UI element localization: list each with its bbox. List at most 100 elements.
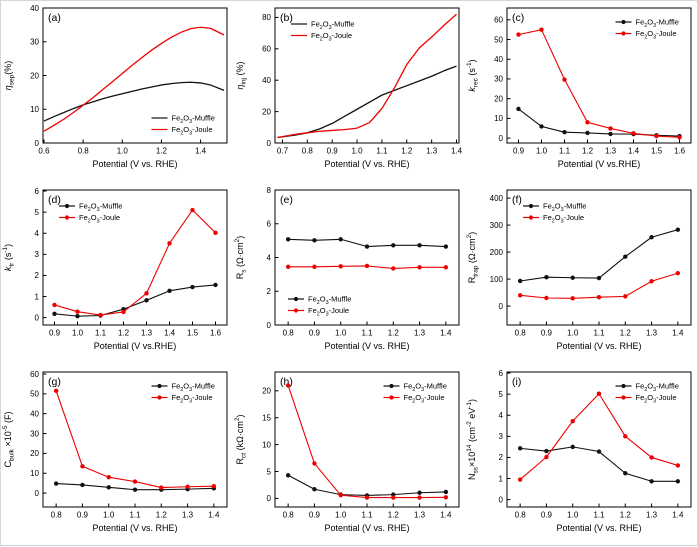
svg-text:0: 0 xyxy=(499,134,504,143)
svg-text:1.4: 1.4 xyxy=(195,147,207,156)
svg-text:Nss×1014 (cm-2 eV-1): Nss×1014 (cm-2 eV-1) xyxy=(466,399,479,480)
svg-text:1.4: 1.4 xyxy=(451,147,463,156)
svg-text:20: 20 xyxy=(30,71,39,80)
svg-text:1.0: 1.0 xyxy=(567,329,579,338)
svg-text:0.9: 0.9 xyxy=(541,329,553,338)
svg-text:1.0: 1.0 xyxy=(72,329,84,338)
svg-text:ktr (s-1): ktr (s-1) xyxy=(2,244,15,271)
svg-text:Fe2O3-Joule: Fe2O3-Joule xyxy=(636,393,677,404)
svg-text:1.6: 1.6 xyxy=(674,147,686,156)
svg-text:20: 20 xyxy=(30,449,39,458)
svg-text:0.8: 0.8 xyxy=(515,511,527,520)
svg-text:10: 10 xyxy=(262,440,271,449)
svg-text:Fe2O3-Joule: Fe2O3-Joule xyxy=(172,125,213,136)
svg-text:1.0: 1.0 xyxy=(335,511,347,520)
svg-text:10: 10 xyxy=(494,114,503,123)
svg-text:0: 0 xyxy=(267,321,272,330)
svg-text:4: 4 xyxy=(267,253,272,262)
svg-text:1.2: 1.2 xyxy=(118,329,130,338)
svg-text:1.3: 1.3 xyxy=(605,147,617,156)
svg-text:1.3: 1.3 xyxy=(426,147,438,156)
svg-text:1.1: 1.1 xyxy=(376,147,388,156)
svg-text:1.2: 1.2 xyxy=(156,147,168,156)
svg-text:1.2: 1.2 xyxy=(388,329,400,338)
svg-text:1.2: 1.2 xyxy=(388,511,400,520)
svg-text:40: 40 xyxy=(262,76,271,85)
svg-text:1.1: 1.1 xyxy=(593,511,605,520)
svg-text:1.0: 1.0 xyxy=(567,511,579,520)
svg-text:40: 40 xyxy=(30,4,39,13)
svg-text:ηsep(%): ηsep(%) xyxy=(3,61,16,90)
svg-text:0: 0 xyxy=(267,139,272,148)
svg-text:1.4: 1.4 xyxy=(208,511,220,520)
svg-text:40: 40 xyxy=(494,55,503,64)
svg-text:1.3: 1.3 xyxy=(141,329,153,338)
svg-text:1.5: 1.5 xyxy=(651,147,663,156)
svg-text:Fe2O3-Muffle: Fe2O3-Muffle xyxy=(404,382,447,393)
svg-text:Fe2O3-Joule: Fe2O3-Joule xyxy=(311,31,352,42)
svg-text:1.2: 1.2 xyxy=(401,147,413,156)
svg-text:1.1: 1.1 xyxy=(559,147,571,156)
svg-text:5: 5 xyxy=(267,467,272,476)
svg-text:Fe2O3-Joule: Fe2O3-Joule xyxy=(636,29,677,40)
svg-text:6: 6 xyxy=(499,369,504,378)
svg-text:0: 0 xyxy=(267,494,272,503)
svg-text:1.2: 1.2 xyxy=(620,511,632,520)
svg-text:1.2: 1.2 xyxy=(156,511,168,520)
svg-text:1.0: 1.0 xyxy=(335,329,347,338)
chart-panel-c: 0.9 1.0 1.1 1.2 1.3 1.4 1.5 1.6 0 10 20 30 40 50 60 Pot… xyxy=(466,7,692,169)
svg-text:Potential (V vs. RHE): Potential (V vs. RHE) xyxy=(556,523,641,533)
svg-text:0.9: 0.9 xyxy=(541,511,553,520)
svg-text:50: 50 xyxy=(30,390,39,399)
svg-text:10: 10 xyxy=(30,469,39,478)
svg-text:60: 60 xyxy=(262,45,271,54)
svg-text:0.8: 0.8 xyxy=(283,511,295,520)
svg-text:Rct (kΩ·cm2): Rct (kΩ·cm2) xyxy=(234,415,247,465)
svg-text:0: 0 xyxy=(499,495,504,504)
svg-text:(g): (g) xyxy=(48,376,61,388)
svg-text:Rs (Ω·cm2): Rs (Ω·cm2) xyxy=(234,236,247,280)
svg-text:5: 5 xyxy=(35,208,40,217)
svg-text:1.1: 1.1 xyxy=(361,511,373,520)
svg-text:Fe2O3-Joule: Fe2O3-Joule xyxy=(79,213,120,224)
svg-text:3: 3 xyxy=(35,250,40,259)
svg-text:0.7: 0.7 xyxy=(277,147,289,156)
svg-text:4: 4 xyxy=(35,229,40,238)
svg-text:Fe2O3-Muffle: Fe2O3-Muffle xyxy=(636,18,679,29)
svg-text:0.9: 0.9 xyxy=(309,511,321,520)
svg-text:1.3: 1.3 xyxy=(414,329,426,338)
chart-panel-e: 0.8 0.9 1.0 1.1 1.2 1.3 1.4 0 2 4 6 8 Potential (V v… xyxy=(234,186,460,351)
svg-text:Fe2O3-Muffle: Fe2O3-Muffle xyxy=(543,202,586,213)
svg-text:80: 80 xyxy=(262,13,271,22)
svg-text:4: 4 xyxy=(499,411,504,420)
svg-text:1.1: 1.1 xyxy=(593,329,605,338)
svg-text:0.6: 0.6 xyxy=(38,147,50,156)
svg-text:1.3: 1.3 xyxy=(646,511,658,520)
svg-text:Rtrap (Ω·cm2): Rtrap (Ω·cm2) xyxy=(466,232,479,284)
svg-text:Potential (V vs. RHE): Potential (V vs. RHE) xyxy=(92,159,177,169)
svg-text:krec (s-1): krec (s-1) xyxy=(466,59,479,91)
svg-text:Cbulk ×10-5 (F): Cbulk ×10-5 (F) xyxy=(2,412,15,468)
svg-text:1.1: 1.1 xyxy=(361,329,373,338)
svg-text:1.4: 1.4 xyxy=(672,329,684,338)
svg-text:0: 0 xyxy=(35,313,40,322)
svg-text:200: 200 xyxy=(490,248,504,257)
svg-text:1: 1 xyxy=(35,292,40,301)
svg-text:0.9: 0.9 xyxy=(77,511,89,520)
svg-text:0: 0 xyxy=(35,489,40,498)
chart-panel-f: 0.8 0.9 1.0 1.1 1.2 1.3 1.4 0 100 200 300 400 Potent… xyxy=(466,189,692,351)
svg-text:Fe2O3-Joule: Fe2O3-Joule xyxy=(543,213,584,224)
svg-text:(f): (f) xyxy=(512,194,522,206)
svg-text:1.2: 1.2 xyxy=(620,329,632,338)
svg-text:1.3: 1.3 xyxy=(646,329,658,338)
svg-text:Potential (V vs.RHE): Potential (V vs.RHE) xyxy=(558,159,641,169)
svg-text:1.4: 1.4 xyxy=(164,329,176,338)
chart-panel-i: 0.8 0.9 1.0 1.1 1.2 1.3 1.4 0 1 2 3 4 5 6 Potential (V… xyxy=(466,369,692,533)
svg-text:300: 300 xyxy=(490,221,504,230)
svg-text:20: 20 xyxy=(262,387,271,396)
svg-text:3: 3 xyxy=(499,432,504,441)
svg-text:1.4: 1.4 xyxy=(628,147,640,156)
svg-text:0.8: 0.8 xyxy=(78,147,90,156)
svg-text:(b): (b) xyxy=(280,12,293,24)
svg-text:(a): (a) xyxy=(48,12,61,24)
